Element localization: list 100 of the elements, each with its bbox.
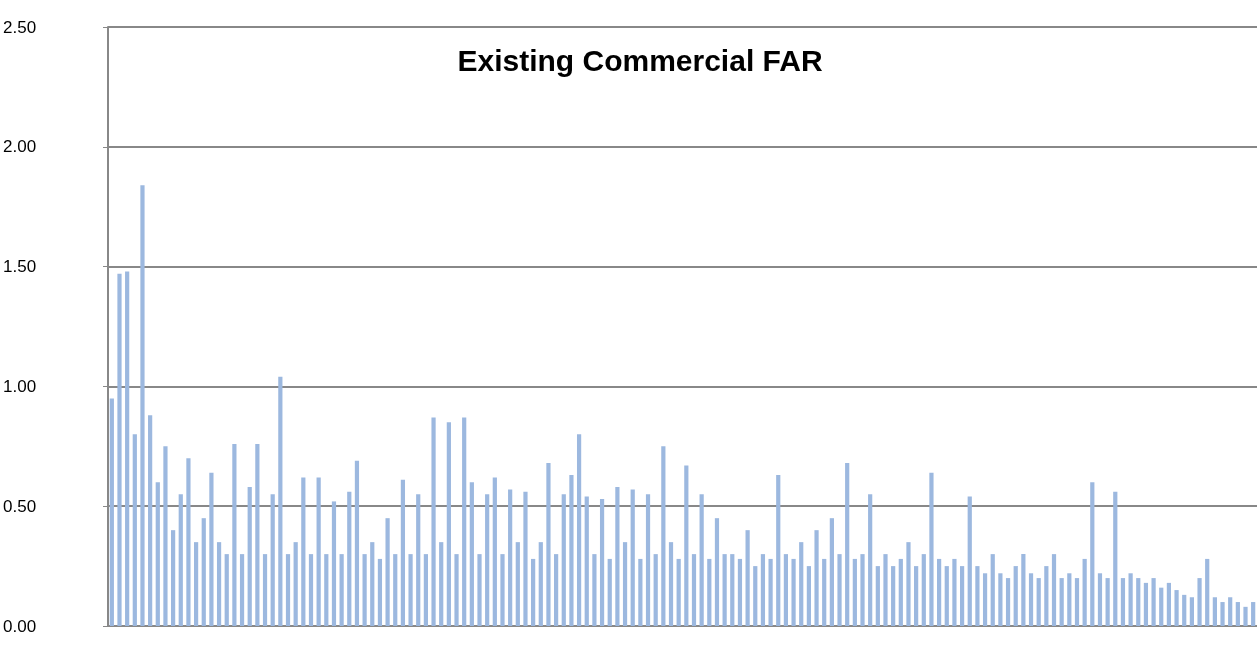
bar [1082,558,1087,626]
bar [1051,554,1057,626]
bar [1189,597,1194,626]
bar [684,465,689,626]
bar [431,417,436,626]
bar [416,494,421,626]
bar [791,558,796,626]
bar [592,554,597,626]
bar [1251,602,1256,626]
bar [163,446,168,626]
bar [638,558,643,626]
bar [1013,566,1018,626]
bar [439,542,444,626]
bar [937,558,942,626]
bar [576,434,582,626]
bar [898,558,903,626]
bar [1159,587,1164,626]
bar [661,446,666,626]
bar [561,494,566,626]
bar [837,554,842,626]
bar [852,558,857,626]
bar [868,494,873,626]
bar [508,489,513,626]
bar [1220,602,1225,626]
bar [921,554,926,626]
bar [760,554,766,626]
bar [293,542,298,626]
bar [982,573,988,626]
bar [1120,578,1126,626]
bar [929,472,934,626]
bar [331,501,337,626]
bar [1113,491,1118,626]
bar [393,554,398,626]
bar [216,542,222,626]
y-tick-label: 0.50 [3,496,37,516]
bar [975,566,980,626]
bar [554,554,559,626]
bar [354,460,360,626]
bar [959,566,965,626]
bar [799,542,804,626]
bar [691,554,697,626]
bar [622,542,628,626]
bar [301,477,306,626]
bar [1243,606,1248,626]
bar [676,558,681,626]
bar [531,558,536,626]
bar [485,494,490,626]
bar [714,518,720,626]
bar [385,518,390,626]
bar [737,558,743,626]
bar [515,542,520,626]
bar [362,554,367,626]
bar [630,489,635,626]
bar [201,518,206,626]
bar [829,518,834,626]
bar [783,554,789,626]
bar [492,477,497,626]
bar [607,558,612,626]
bar [730,554,735,626]
bar [967,496,972,626]
bar [998,573,1003,626]
bar [1182,594,1187,626]
bar [645,494,651,626]
text: Existing Commercial FAR [457,43,823,77]
bar [1028,573,1034,626]
bar [247,487,252,626]
bar [538,542,543,626]
bar [370,542,375,626]
bar [308,554,314,626]
bar [1235,602,1240,626]
bar [109,398,114,626]
bar [776,475,781,626]
bar [1151,578,1156,626]
bar [408,554,413,626]
bar [615,487,620,626]
bar [125,271,130,626]
bar [1228,597,1233,626]
bar [1128,573,1133,626]
bar [1021,554,1026,626]
bar [1097,573,1103,626]
bar [883,554,888,626]
bar [914,566,919,626]
bar [1005,578,1011,626]
bar [814,530,819,626]
bar [400,479,406,626]
bar [1074,578,1080,626]
bar [906,542,911,626]
y-tick-label: 2.00 [3,137,37,157]
bar [707,558,712,626]
bar [377,558,383,626]
bar [1105,578,1110,626]
bar [454,554,459,626]
y-tick-label: 2.50 [3,17,37,37]
bar [462,417,467,626]
bar [148,415,153,626]
bar [1197,578,1202,626]
bar [347,491,352,626]
bar [845,463,850,626]
bar [1059,578,1064,626]
bar [668,542,674,626]
